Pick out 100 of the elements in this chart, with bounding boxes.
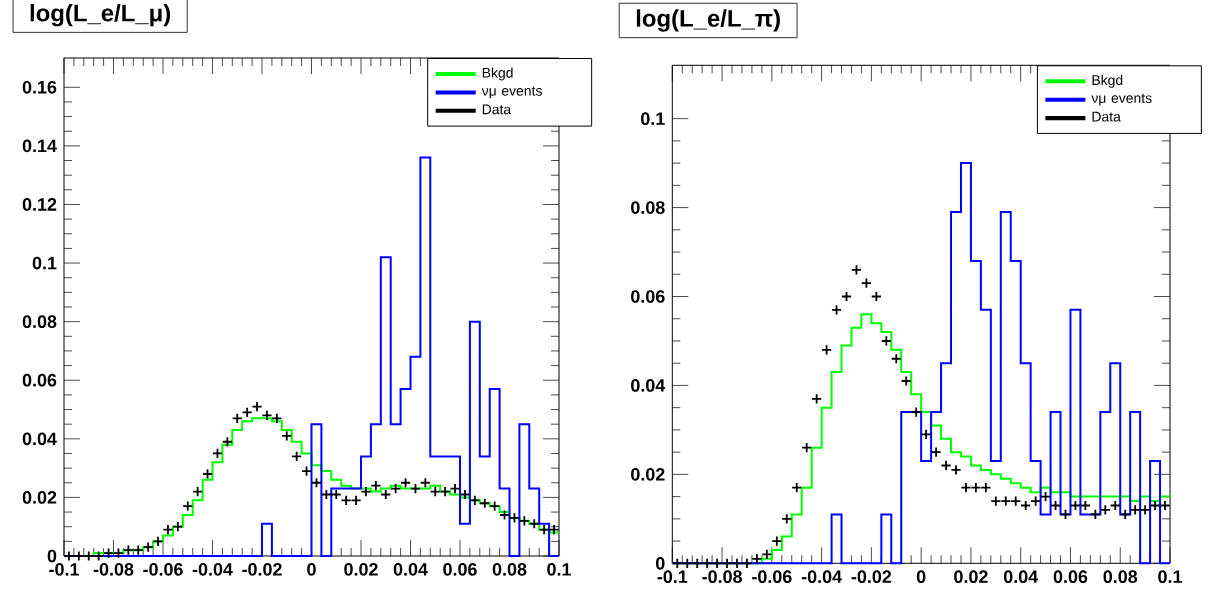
point xyxy=(310,477,322,489)
point xyxy=(350,494,362,506)
y-tick-label: 0.08 xyxy=(631,201,665,214)
point xyxy=(1069,500,1081,511)
point xyxy=(93,550,105,562)
point xyxy=(202,468,214,480)
point xyxy=(910,406,922,418)
point xyxy=(721,557,733,569)
point xyxy=(1109,500,1121,511)
x-tick-label: 0 xyxy=(307,563,316,576)
point xyxy=(761,548,773,560)
point xyxy=(1149,500,1161,511)
y-tick-label: 0.16 xyxy=(22,80,57,94)
y-tick-label: 0 xyxy=(47,549,57,563)
point xyxy=(479,497,491,509)
point xyxy=(112,547,124,559)
point xyxy=(930,446,942,458)
chart-title: log(L_e/L_π) xyxy=(636,9,780,32)
point xyxy=(508,512,520,524)
point xyxy=(1050,500,1062,511)
point xyxy=(791,482,803,494)
point xyxy=(83,550,95,562)
point xyxy=(920,428,932,440)
point xyxy=(681,557,693,569)
point xyxy=(400,477,412,489)
point xyxy=(103,547,115,559)
x-tick-label: -0.04 xyxy=(192,563,233,576)
y-tick-label: 0.04 xyxy=(22,432,57,446)
legend-label: Data xyxy=(482,104,512,115)
point xyxy=(1020,500,1032,511)
x-tick-label: -0.08 xyxy=(702,570,742,584)
y-tick-label: 0.02 xyxy=(22,491,57,504)
y-tick-label: 0.14 xyxy=(22,139,57,153)
point xyxy=(940,459,952,471)
x-tick-label: 0.04 xyxy=(393,563,428,576)
point xyxy=(360,486,372,498)
point xyxy=(970,482,982,494)
point xyxy=(821,344,833,356)
point xyxy=(1119,508,1131,520)
point xyxy=(1000,495,1012,507)
chart-title: log(L_e/L_μ) xyxy=(30,3,171,27)
point xyxy=(132,544,144,556)
y-tick-label: 0.02 xyxy=(631,468,665,481)
legend-label: Bkgd xyxy=(1092,74,1123,88)
x-tick-label: -0.1 xyxy=(49,563,79,576)
point xyxy=(221,436,233,448)
x-tick-label: 0.06 xyxy=(443,563,477,576)
point xyxy=(771,535,783,547)
point xyxy=(1010,495,1022,507)
x-tick-label: 0.06 xyxy=(1053,570,1088,584)
point xyxy=(1139,504,1151,516)
point xyxy=(281,430,293,442)
point xyxy=(261,409,273,421)
point xyxy=(1030,495,1042,507)
y-tick-label: 0.06 xyxy=(631,290,665,303)
point xyxy=(142,541,154,553)
point xyxy=(1089,508,1101,520)
point xyxy=(162,524,174,536)
point xyxy=(1059,508,1071,520)
point xyxy=(801,442,813,454)
x-tick-label: 0 xyxy=(916,570,926,584)
point xyxy=(241,406,253,418)
point xyxy=(489,500,501,512)
point xyxy=(1129,504,1141,516)
point xyxy=(538,524,550,536)
x-tick-label: -0.02 xyxy=(242,563,282,576)
x-tick-label: 0.08 xyxy=(1103,570,1138,584)
x-tick-label: -0.04 xyxy=(801,570,842,584)
y-tick-label: 0.1 xyxy=(32,256,57,270)
point xyxy=(528,518,540,530)
point xyxy=(950,464,962,476)
point xyxy=(990,495,1002,507)
point xyxy=(701,557,713,569)
point xyxy=(1079,500,1091,511)
point xyxy=(499,509,511,521)
point xyxy=(340,494,352,506)
point xyxy=(811,393,823,405)
point xyxy=(449,483,461,495)
point xyxy=(152,535,164,547)
point xyxy=(301,465,313,477)
point xyxy=(860,277,872,289)
point xyxy=(831,304,843,316)
point xyxy=(439,486,451,498)
point xyxy=(211,447,223,459)
x-tick-label: 0.08 xyxy=(492,563,527,576)
legend-label: Bkgd xyxy=(482,67,513,81)
point xyxy=(1159,500,1171,511)
y-tick-label: 0.04 xyxy=(631,379,666,392)
x-tick-label: -0.08 xyxy=(93,563,134,576)
x-tick-label: -0.02 xyxy=(851,570,892,584)
x-tick-label: 0.02 xyxy=(344,563,378,576)
point xyxy=(960,482,972,494)
point xyxy=(691,557,703,569)
point xyxy=(122,544,134,556)
point xyxy=(1099,504,1111,516)
point xyxy=(880,335,892,347)
point xyxy=(291,450,303,462)
point xyxy=(73,550,85,562)
y-tick-label: 0.08 xyxy=(22,315,57,329)
x-tick-label: 0.1 xyxy=(547,563,571,576)
